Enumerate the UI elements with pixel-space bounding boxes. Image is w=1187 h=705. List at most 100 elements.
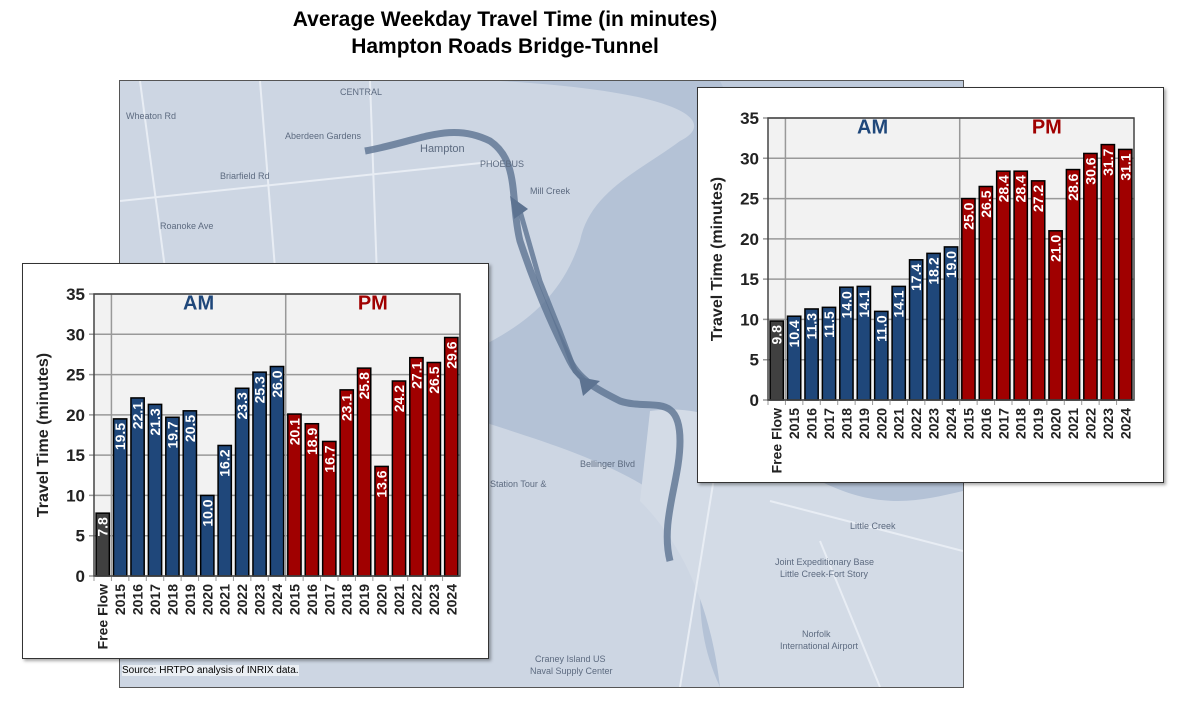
arrow-east-icon — [579, 377, 600, 396]
y-tick-label: 0 — [750, 391, 759, 410]
map-label: Joint Expeditionary Base — [775, 557, 875, 567]
data-label: 11.3 — [804, 313, 820, 340]
data-label: 20.5 — [182, 415, 198, 442]
bar — [1100, 143, 1116, 401]
data-label: 16.7 — [321, 445, 337, 472]
data-label: 18.2 — [926, 257, 942, 284]
data-label: 11.0 — [873, 315, 889, 342]
bar-chart-right: 0 5 10 15 20 25 30 35 AM PM 9.8 Free Flow 10.4 2015 11… — [709, 109, 1135, 473]
x-tick-label: 2019 — [356, 584, 372, 615]
x-tick-label: 2024 — [1117, 408, 1133, 439]
source-note: Source: HRTPO analysis of INRIX data. — [122, 665, 299, 676]
data-label: 25.3 — [252, 376, 268, 403]
x-tick-label: 2022 — [1082, 408, 1098, 439]
x-tick-label: 2024 — [269, 584, 285, 615]
data-label: 31.7 — [1100, 148, 1116, 175]
bar — [1065, 168, 1081, 401]
data-label: 21.3 — [147, 408, 163, 435]
data-label: 24.2 — [391, 385, 407, 412]
route-northbound — [517, 210, 592, 388]
data-label: 26.5 — [978, 190, 994, 217]
group-label-am: AM — [857, 116, 888, 138]
data-label: 13.6 — [374, 470, 390, 497]
x-tick-label: 2016 — [130, 584, 146, 615]
x-tick-label: 2022 — [408, 584, 424, 615]
y-tick-label: 30 — [740, 149, 759, 168]
x-tick-label: 2023 — [426, 584, 442, 615]
map-label: PHOEBUS — [480, 159, 525, 169]
x-tick-label: 2020 — [199, 584, 215, 615]
map-label: Roanoke Ave — [160, 221, 214, 231]
x-tick-label: 2018 — [339, 584, 355, 615]
bar — [443, 336, 459, 577]
x-tick-label: 2020 — [374, 584, 390, 615]
bar-chart-left: 0 5 10 15 20 25 30 35 AM PM 7.8 Free Flow 19.5 2015 22… — [35, 285, 461, 649]
data-label: 19.0 — [943, 251, 959, 278]
x-tick-label: 2020 — [1048, 408, 1064, 439]
data-label: 26.5 — [426, 366, 442, 393]
chart-title-line1: Average Weekday Travel Time (in minutes) — [292, 8, 718, 31]
data-label: 14.1 — [856, 290, 872, 317]
x-tick-label: 2017 — [321, 584, 337, 615]
y-tick-label: 10 — [740, 310, 759, 329]
data-label: 30.6 — [1082, 157, 1098, 184]
plot-border — [767, 117, 1135, 401]
y-tick-label: 0 — [76, 567, 85, 586]
data-label: 14.1 — [891, 290, 907, 317]
map-label: Aberdeen Gardens — [285, 131, 362, 141]
y-tick-label: 20 — [66, 406, 85, 425]
map-label: Station Tour & — [490, 479, 547, 489]
data-label: 22.1 — [130, 402, 146, 429]
x-tick-label: 2022 — [234, 584, 250, 615]
data-label: 19.7 — [164, 421, 180, 448]
group-label-pm: PM — [1032, 116, 1062, 138]
y-tick-label: 25 — [66, 366, 85, 385]
x-tick-label: 2015 — [112, 584, 128, 615]
data-label: 26.0 — [269, 370, 285, 397]
bar — [1030, 180, 1046, 401]
group-label-pm: PM — [358, 292, 388, 314]
data-label: 23.3 — [234, 392, 250, 419]
data-label: 27.2 — [1030, 185, 1046, 212]
x-tick-label: 2015 — [786, 408, 802, 439]
chart-title-line2: Hampton Roads Bridge-Tunnel — [351, 35, 659, 58]
map-label: Bellinger Blvd — [580, 459, 636, 469]
data-label: 23.1 — [339, 394, 355, 421]
map-label: International Airport — [780, 641, 859, 651]
x-tick-label: 2021 — [891, 408, 907, 439]
map-label: Wheaton Rd — [126, 111, 177, 121]
x-tick-label: 2023 — [926, 408, 942, 439]
x-tick-label: 2024 — [443, 584, 459, 615]
y-tick-label: 5 — [76, 527, 85, 546]
x-tick-label: 2020 — [873, 408, 889, 439]
x-tick-label: 2016 — [804, 408, 820, 439]
map-label: Mill Creek — [530, 186, 571, 196]
x-tick-label: 2016 — [304, 584, 320, 615]
y-tick-label: 35 — [740, 109, 759, 128]
y-tick-label: 15 — [740, 270, 759, 289]
data-label: 9.8 — [769, 325, 785, 345]
bar — [1117, 148, 1133, 401]
x-tick-label: 2018 — [164, 584, 180, 615]
data-label: 11.5 — [821, 311, 837, 338]
bar — [409, 356, 424, 577]
map-label: Naval Supply Center — [530, 666, 613, 676]
data-label: 20.1 — [286, 418, 302, 445]
map-label: Little Creek — [850, 521, 896, 531]
x-tick-label: 2023 — [252, 584, 268, 615]
map-label: CENTRAL — [340, 87, 383, 97]
x-tick-label: 2021 — [217, 584, 233, 615]
data-label: 17.4 — [908, 264, 924, 291]
x-tick-label: 2015 — [960, 408, 976, 439]
y-tick-label: 5 — [750, 351, 759, 370]
map-label: Briarfield Rd — [220, 171, 270, 181]
plot-border — [93, 293, 461, 577]
map-label: Norfolk — [802, 629, 831, 639]
data-label: 27.1 — [408, 361, 424, 388]
data-label: 7.8 — [95, 517, 111, 537]
data-label: 25.0 — [960, 202, 976, 229]
x-tick-label: Free Flow — [95, 584, 111, 649]
x-tick-label: 2019 — [1030, 408, 1046, 439]
y-tick-label: 10 — [66, 486, 85, 505]
y-tick-label: 30 — [66, 325, 85, 344]
